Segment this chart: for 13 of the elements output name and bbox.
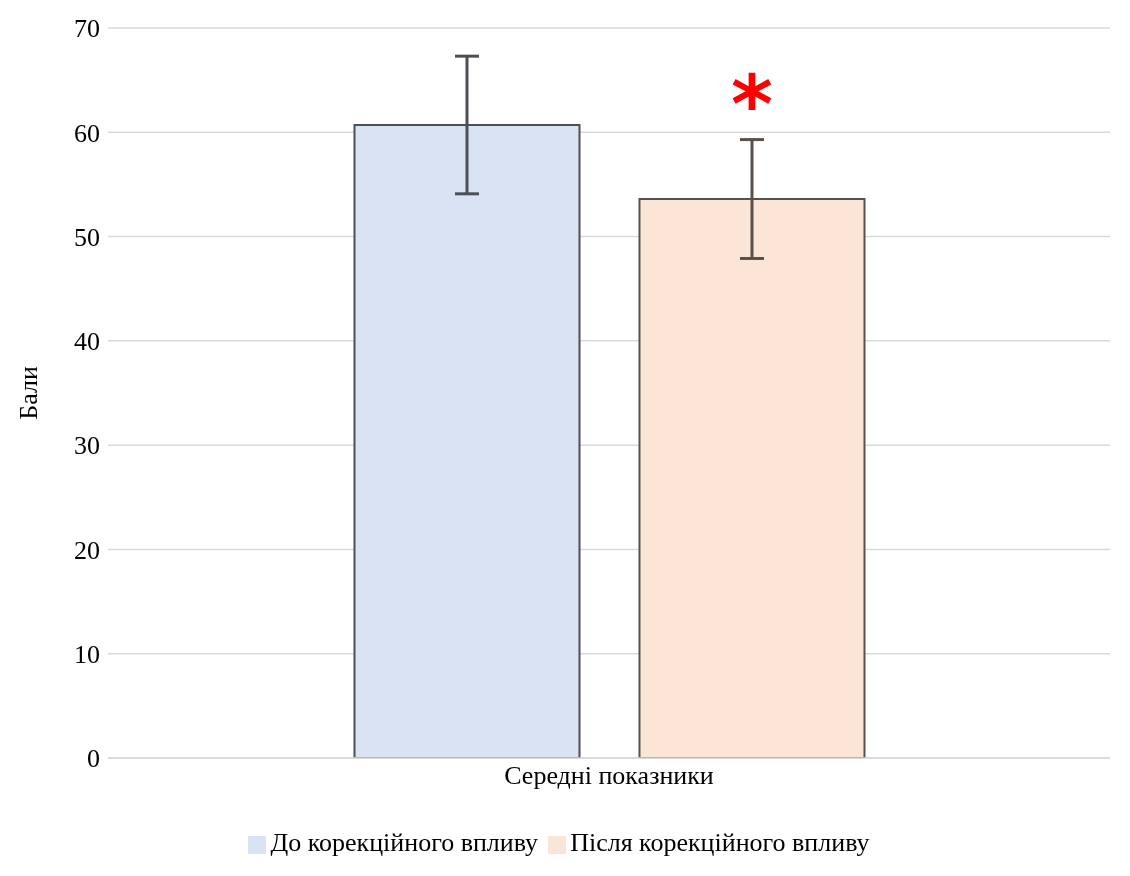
y-tick-label: 50 bbox=[74, 222, 100, 252]
y-axis-title: Бали bbox=[14, 366, 44, 420]
x-tick-label: Середні показники bbox=[504, 761, 714, 791]
y-tick-label: 10 bbox=[74, 639, 100, 669]
y-tick-label: 60 bbox=[74, 118, 100, 148]
y-tick-label: 30 bbox=[74, 431, 100, 461]
y-tick-label: 40 bbox=[74, 327, 100, 357]
y-tick-label: 20 bbox=[74, 535, 100, 565]
legend-label: Після корекційного впливу bbox=[570, 828, 870, 857]
annotation: * bbox=[731, 57, 773, 151]
legend-label: До корекційного впливу bbox=[270, 828, 539, 857]
y-tick-label: 0 bbox=[87, 744, 100, 774]
y-tick-label: 70 bbox=[74, 14, 100, 44]
